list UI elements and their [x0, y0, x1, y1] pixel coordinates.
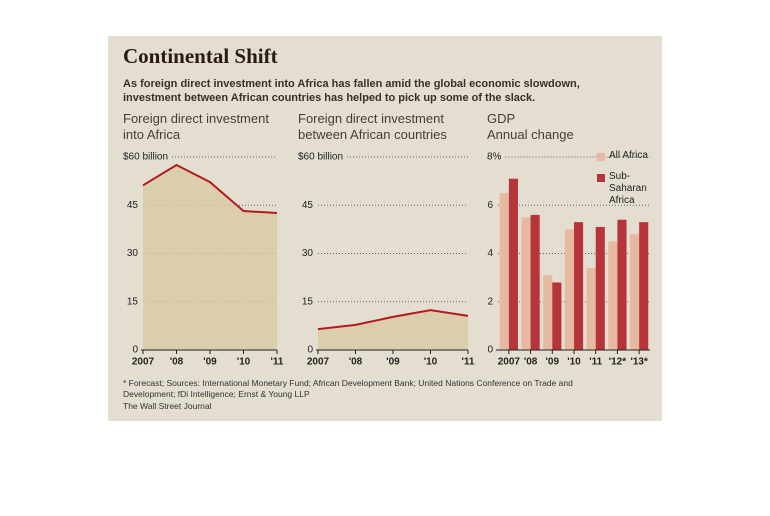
legend-label: Sub-Saharan Africa — [609, 171, 647, 206]
chart-title: Foreign direct investment between Africa… — [298, 111, 447, 142]
footnote: * Forecast; Sources: International Monet… — [123, 378, 573, 399]
x-tick-label: '08 — [170, 357, 184, 368]
bar — [617, 219, 627, 350]
y-tick-label: 30 — [127, 248, 139, 259]
headline: Continental Shift — [123, 44, 278, 68]
x-tick-label: '10 — [237, 357, 251, 368]
bar — [552, 282, 562, 350]
subtitle: As foreign direct investment into Africa… — [123, 78, 580, 104]
x-tick-label: 2007 — [498, 357, 521, 368]
y-tick-label: 0 — [307, 345, 313, 356]
y-tick-label: 0 — [487, 345, 493, 356]
legend-swatch — [597, 174, 605, 182]
y-tick-label: 15 — [127, 296, 139, 307]
y-tick-label: 2 — [487, 296, 493, 307]
y-tick-label: 4 — [487, 248, 493, 259]
y-tick-label: 45 — [302, 200, 314, 211]
line — [317, 309, 469, 331]
x-tick-label: '11 — [271, 357, 284, 368]
bar — [630, 234, 640, 350]
x-tick-label: '11 — [589, 357, 602, 368]
x-tick-label: '08 — [524, 357, 538, 368]
x-tick-label: '11 — [462, 357, 475, 368]
y-tick-label: 0 — [132, 345, 138, 356]
y-tick-label: 8% — [487, 152, 502, 163]
x-tick-label: '10 — [424, 357, 438, 368]
chart-title: GDP — [487, 111, 516, 126]
legend-swatch — [597, 153, 605, 161]
bar — [543, 275, 553, 350]
area — [318, 310, 468, 350]
x-tick-label: '12* — [609, 357, 627, 368]
credit: The Wall Street Journal — [123, 401, 212, 411]
x-tick-label: '09 — [203, 357, 217, 368]
bar — [595, 226, 605, 350]
bar — [564, 229, 574, 350]
y-tick-label: 45 — [127, 200, 139, 211]
bar — [574, 222, 584, 350]
y-tick-label: 6 — [487, 200, 493, 211]
bar — [530, 214, 540, 350]
bar — [608, 241, 618, 350]
x-tick-label: 2007 — [132, 357, 155, 368]
x-tick-label: '10 — [567, 357, 581, 368]
bar — [586, 267, 596, 350]
x-tick-label: 2007 — [307, 357, 330, 368]
chart-subtitle: Annual change — [487, 127, 574, 142]
chart-title: Foreign direct investment into Africa — [123, 111, 269, 142]
bar — [639, 222, 649, 350]
y-tick-label: 15 — [302, 296, 314, 307]
x-tick-label: '13* — [630, 357, 648, 368]
x-tick-label: '08 — [349, 357, 363, 368]
y-tick-label: $60 billion — [298, 152, 343, 163]
y-tick-label: 30 — [302, 248, 314, 259]
x-tick-label: '09 — [386, 357, 400, 368]
bar — [499, 193, 509, 350]
y-tick-label: $60 billion — [123, 152, 168, 163]
line — [142, 163, 278, 214]
x-tick-label: '09 — [546, 357, 560, 368]
bar — [508, 178, 518, 350]
bar — [521, 217, 531, 350]
legend-label: All Africa — [609, 150, 648, 161]
